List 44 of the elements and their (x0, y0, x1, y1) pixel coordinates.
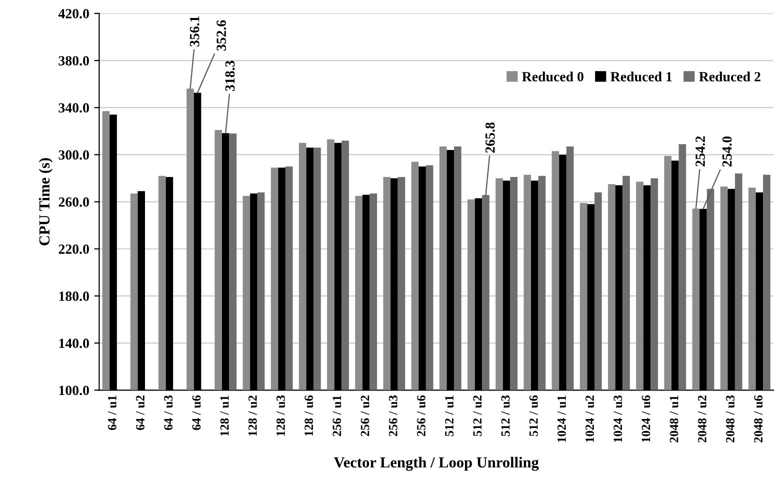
y-tick-label: 340.0 (58, 103, 89, 113)
x-tick-label: 1024 / u6 (642, 395, 650, 442)
y-tick-label: 100.0 (59, 386, 89, 396)
y-tick-label: 260.0 (58, 197, 89, 207)
x-tick-label: 2048 / u1 (670, 396, 678, 442)
x-tick-label: 256 / u2 (360, 396, 370, 436)
x-tick-label: 512 / u2 (473, 396, 482, 436)
data-label: 265.8 (485, 122, 495, 153)
x-tick-label: 2048 / u3 (726, 395, 734, 442)
x-tick-label: 128 / u3 (276, 395, 285, 436)
y-tick-label: 220.0 (58, 244, 89, 254)
data-label: 254.0 (722, 136, 732, 167)
legend-label: Reduced 1 (610, 72, 672, 82)
x-axis-title: Vector Length / Loop Unrolling (334, 456, 539, 471)
data-label: 356.1 (190, 16, 200, 46)
x-tick-label: 1024 / u1 (557, 396, 566, 442)
x-tick-label: 2048 / u2 (698, 396, 706, 442)
y-tick-label: 300.0 (58, 150, 89, 160)
x-tick-label: 256 / u1 (332, 396, 342, 436)
x-tick-label: 64 / u2 (136, 396, 144, 430)
x-tick-label: 2048 / u6 (754, 395, 763, 442)
x-tick-label: 64 / u6 (192, 395, 201, 430)
data-label: 254.2 (696, 136, 706, 166)
x-tick-label: 512 / u3 (501, 395, 510, 436)
x-tick-label: 128 / u2 (248, 396, 257, 436)
legend-label: Reduced 0 (522, 72, 584, 82)
y-tick-label: 140.0 (59, 338, 89, 348)
x-tick-label: 64 / u1 (108, 396, 116, 430)
x-tick-label: 1024 / u2 (586, 396, 594, 442)
x-tick-label: 512 / u6 (529, 395, 538, 436)
x-tick-label: 1024 / u3 (614, 395, 622, 442)
x-tick-label: 64 / u3 (164, 395, 173, 430)
x-tick-label: 128 / u1 (220, 396, 229, 436)
x-tick-label: 256 / u3 (388, 395, 398, 436)
data-label: 318.3 (225, 60, 235, 91)
y-tick-label: 420.0 (58, 9, 89, 18)
data-label: 352.6 (216, 20, 226, 51)
legend-label: Reduced 2 (699, 72, 760, 82)
y-axis-title: CPU Time (s) (38, 158, 53, 246)
y-tick-label: 380.0 (58, 56, 89, 66)
y-tick-label: 180.0 (59, 292, 89, 301)
x-tick-label: 128 / u6 (304, 395, 314, 436)
x-tick-label: 256 / u6 (417, 395, 426, 436)
x-tick-label: 512 / u1 (445, 396, 454, 436)
